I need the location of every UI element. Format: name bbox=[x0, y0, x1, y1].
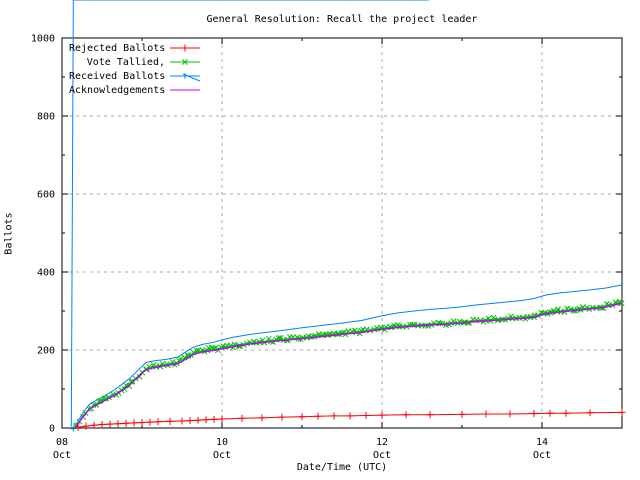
legend-item-acknowledgements: Acknowledgements bbox=[69, 83, 201, 97]
y-tick-label: 800 bbox=[37, 112, 55, 123]
x-tick-label-day: 14 bbox=[536, 437, 548, 448]
y-tick-label: 0 bbox=[49, 424, 55, 435]
legend: Rejected Ballots Vote Tallied, Received … bbox=[69, 41, 201, 97]
x-tick-label-month: Oct bbox=[373, 450, 391, 461]
legend-sample-acknowledgements bbox=[170, 89, 201, 91]
series-acknowledgements bbox=[75, 302, 623, 429]
chart-title: General Resolution: Recall the project l… bbox=[206, 14, 478, 25]
axis-ticks bbox=[61, 37, 623, 429]
x-axis-title: Date/Time (UTC) bbox=[296, 462, 388, 473]
y-axis-title: Ballots bbox=[3, 212, 15, 255]
x-tick-label-month: Oct bbox=[213, 450, 231, 461]
legend-sample-vote-tallied bbox=[170, 59, 200, 65]
x-tick-label-day: 10 bbox=[216, 437, 228, 448]
legend-label-vote-tallied: Vote Tallied, bbox=[86, 56, 165, 68]
x-tick-label-day: 12 bbox=[376, 437, 388, 448]
legend-item-received-ballots: Received Ballots bbox=[69, 69, 201, 83]
y-tick-label: 400 bbox=[37, 268, 55, 279]
legend-label-rejected-ballots: Rejected Ballots bbox=[69, 42, 166, 54]
legend-item-vote-tallied: Vote Tallied, bbox=[69, 55, 200, 69]
legend-sample-rejected-ballots bbox=[170, 44, 201, 52]
series-rejected-ballots bbox=[74, 408, 626, 431]
legend-item-rejected-ballots: Rejected Ballots bbox=[69, 41, 201, 55]
y-tick-label: 200 bbox=[37, 346, 55, 357]
gridlines bbox=[62, 38, 622, 428]
tick-labels: 0 200 400 600 800 1000 08 Oct 10 Oct 12 Oct 14 Oct bbox=[31, 34, 551, 462]
y-tick-label: 1000 bbox=[31, 34, 55, 45]
y-tick-label: 600 bbox=[37, 190, 55, 201]
legend-label-acknowledgements: Acknowledgements bbox=[69, 84, 166, 96]
x-tick-label-month: Oct bbox=[53, 450, 71, 461]
legend-label-received-ballots: Received Ballots bbox=[69, 70, 166, 82]
x-tick-label-day: 08 bbox=[56, 437, 68, 448]
x-tick-label-month: Oct bbox=[533, 450, 551, 461]
legend-sample-received-ballots bbox=[170, 73, 201, 82]
